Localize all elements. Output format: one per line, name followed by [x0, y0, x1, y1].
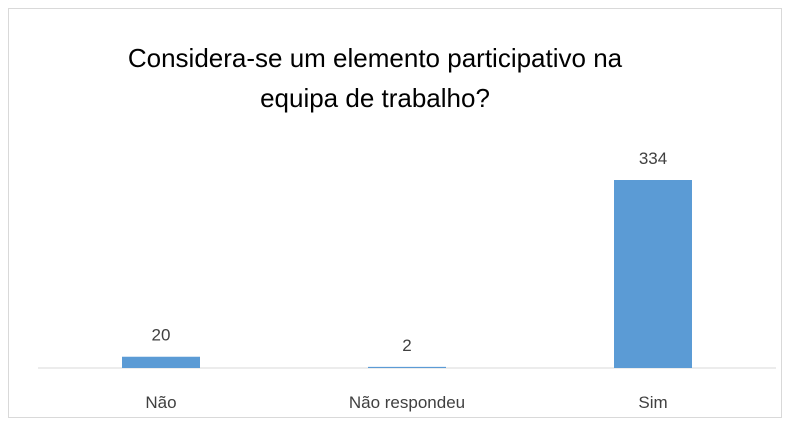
- data-label: 2: [402, 336, 411, 355]
- bar: [614, 180, 692, 368]
- x-tick-label: Não respondeu: [349, 393, 465, 412]
- chart-title: Considera-se um elemento participativo n…: [127, 43, 623, 113]
- data-label: 334: [639, 149, 667, 168]
- data-label: 20: [152, 326, 171, 345]
- bar: [122, 356, 200, 368]
- x-tick-label: Não: [145, 393, 176, 412]
- x-tick-label: Sim: [638, 393, 667, 412]
- chart-frame: [8, 8, 782, 418]
- bar: [368, 366, 446, 368]
